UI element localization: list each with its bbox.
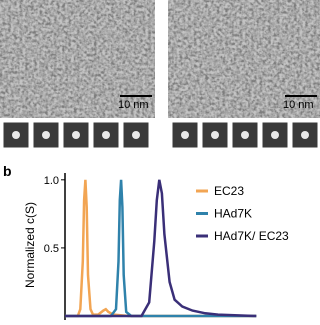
legend-label: HAd7K/ EC23 <box>214 229 289 243</box>
legend-label: HAd7K <box>214 207 252 221</box>
scale-label: 10 nm <box>118 99 149 111</box>
class-particle <box>72 131 80 139</box>
class-particle <box>241 131 249 139</box>
class-particle <box>12 131 20 139</box>
class-particle <box>301 131 309 139</box>
micrograph <box>168 0 320 118</box>
class-particle <box>42 131 50 139</box>
series-line <box>65 179 257 318</box>
class-particle <box>181 131 189 139</box>
panel-label: b <box>3 163 12 179</box>
y-tick-label: 1.0 <box>44 175 59 187</box>
class-particle <box>211 131 219 139</box>
class-particle <box>102 131 110 139</box>
legend-label: EC23 <box>214 184 244 198</box>
class-averages <box>2 121 319 149</box>
micrograph <box>0 0 155 118</box>
class-thumb <box>92 121 120 149</box>
series-line <box>65 179 257 318</box>
class-thumb <box>261 121 289 149</box>
class-particle <box>132 131 140 139</box>
scale-label: 10 nm <box>283 99 314 111</box>
series-line <box>65 179 257 318</box>
class-particle <box>271 131 279 139</box>
y-axis-label: Normalized c(S) <box>23 202 37 288</box>
y-tick-label: 0.5 <box>44 243 59 255</box>
